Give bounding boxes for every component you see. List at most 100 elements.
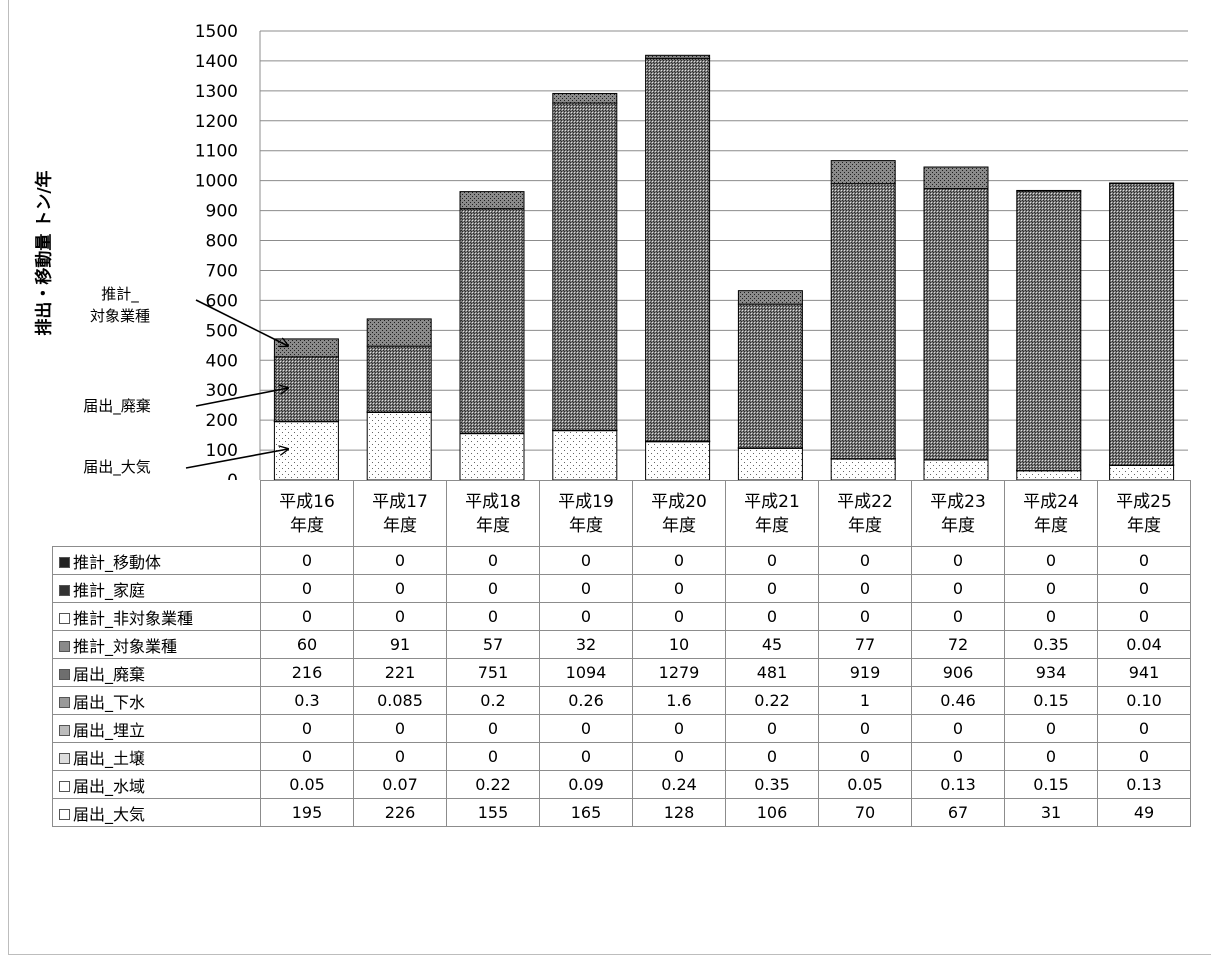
y-tick-label: 1100 <box>195 142 238 162</box>
y-tick-label: 100 <box>206 441 238 461</box>
data-cell: 751 <box>446 658 540 687</box>
x-category-label: 平成20 年度 <box>632 480 726 547</box>
chart-plot: 0 100 200 300 400 500 600 700 800 900 1000 1100 1200… <box>185 22 1188 480</box>
data-cell: 72 <box>911 630 1005 659</box>
data-cell: 0 <box>353 714 447 743</box>
legend-label: 届出_土壌 <box>73 748 146 768</box>
x-category-label-line: 平成20 <box>651 491 707 512</box>
data-table: 平成16 年度 平成17 年度 平成18 年度 平成19 年度 平成20 年度 平成21 年度 平成22… <box>52 480 1191 827</box>
data-cell: 106 <box>725 798 819 827</box>
legend-swatch <box>59 780 70 792</box>
data-cell: 91 <box>353 630 447 659</box>
data-cell: 941 <box>1097 658 1191 687</box>
bar-segment <box>459 191 525 210</box>
x-category-label-line: 年度 <box>941 515 975 536</box>
legend-label: 推計_移動体 <box>73 552 162 572</box>
data-cell: 919 <box>818 658 912 687</box>
x-category-label: 平成24 年度 <box>1004 480 1098 547</box>
y-tick-label: 0 <box>227 471 238 480</box>
data-cell: 0 <box>446 742 540 771</box>
data-cell: 45 <box>725 630 819 659</box>
table-row: 届出_水域 0.05 0.07 0.22 0.09 0.24 0.35 0.05 0.13 0.1… <box>52 770 1191 799</box>
data-cell: 0 <box>260 714 354 743</box>
data-cell: 0.46 <box>911 686 1005 715</box>
x-category-label-line: 年度 <box>290 515 324 536</box>
legend-entry: 届出_埋立 <box>52 714 261 743</box>
annotation-arrow-notified-waste <box>195 388 288 407</box>
data-cell: 1 <box>818 686 912 715</box>
x-category-label-line: 年度 <box>1127 515 1161 536</box>
y-tick-label: 800 <box>206 232 238 252</box>
legend-swatch <box>59 752 70 764</box>
x-category-label-line: 平成19 <box>558 491 614 512</box>
data-cell: 0.05 <box>260 770 354 799</box>
bar-segment <box>830 183 896 460</box>
annotation-notified-waste: 届出_廃棄 <box>62 395 172 417</box>
table-corner <box>53 481 261 547</box>
legend-entry: 推計_家庭 <box>52 574 261 603</box>
bar-segment <box>923 166 989 190</box>
legend-swatch <box>59 612 70 624</box>
data-cell: 0 <box>1004 602 1098 631</box>
bar-segment <box>1016 470 1082 480</box>
data-cell: 0 <box>818 574 912 603</box>
legend-entry: 推計_移動体 <box>52 546 261 575</box>
x-category-label: 平成17 年度 <box>353 480 447 547</box>
legend-label: 推計_家庭 <box>73 580 146 600</box>
legend-entry: 届出_土壌 <box>52 742 261 771</box>
data-cell: 57 <box>446 630 540 659</box>
x-category-label-line: 年度 <box>662 515 696 536</box>
x-category-label-line: 年度 <box>1034 515 1068 536</box>
data-cell: 221 <box>353 658 447 687</box>
y-tick-label: 1500 <box>195 22 238 42</box>
data-cell: 0 <box>1004 546 1098 575</box>
data-cell: 934 <box>1004 658 1098 687</box>
data-cell: 0 <box>818 546 912 575</box>
bar-segment <box>737 447 803 480</box>
data-cell: 0 <box>539 546 633 575</box>
data-cell: 1279 <box>632 658 726 687</box>
data-cell: 0 <box>911 714 1005 743</box>
bar-segment <box>273 421 339 480</box>
data-cell: 0 <box>260 742 354 771</box>
y-axis-label: 排出・移動量 トン/年 <box>34 170 55 336</box>
legend-swatch <box>59 808 70 820</box>
y-tick-label: 600 <box>206 291 238 311</box>
x-category-label-line: 平成17 <box>372 491 428 512</box>
x-category-label: 平成22 年度 <box>818 480 912 547</box>
data-cell: 0.10 <box>1097 686 1191 715</box>
data-cell: 165 <box>539 798 633 827</box>
data-cell: 0 <box>911 742 1005 771</box>
data-cell: 0 <box>353 574 447 603</box>
data-cell: 0 <box>539 714 633 743</box>
data-cell: 67 <box>911 798 1005 827</box>
x-category-label-line: 年度 <box>569 515 603 536</box>
bar-segment <box>1016 189 1082 192</box>
legend-entry: 届出_廃棄 <box>52 658 261 687</box>
table-row: 推計_非対象業種 0 0 0 0 0 0 0 0 0 0 <box>52 602 1191 631</box>
annotation-estimated-target-line1: 推計_ <box>101 285 139 303</box>
data-cell: 0 <box>632 742 726 771</box>
x-category-label-line: 平成22 <box>837 491 893 512</box>
bar-segment <box>552 102 618 432</box>
data-cell: 70 <box>818 798 912 827</box>
data-cell: 0 <box>911 546 1005 575</box>
annotation-notified-waste-line1: 届出_廃棄 <box>83 397 151 415</box>
data-cell: 0.22 <box>446 770 540 799</box>
data-cell: 226 <box>353 798 447 827</box>
annotation-notified-air-line1: 届出_大気 <box>83 458 151 476</box>
data-cell: 0 <box>539 602 633 631</box>
bar-segment <box>273 356 339 423</box>
legend-swatch <box>59 556 70 568</box>
x-category-label-line: 年度 <box>383 515 417 536</box>
bar-segment <box>830 458 896 480</box>
bar-segment <box>552 92 618 104</box>
bar-segment <box>459 208 525 434</box>
bar-segment <box>645 57 711 442</box>
data-cell: 0 <box>446 546 540 575</box>
y-tick-label: 300 <box>206 381 238 401</box>
x-category-label-line: 平成21 <box>744 491 800 512</box>
bar-segment <box>923 188 989 461</box>
table-row: 届出_土壌 0 0 0 0 0 0 0 0 0 0 <box>52 742 1191 771</box>
legend-label: 届出_埋立 <box>73 720 146 740</box>
